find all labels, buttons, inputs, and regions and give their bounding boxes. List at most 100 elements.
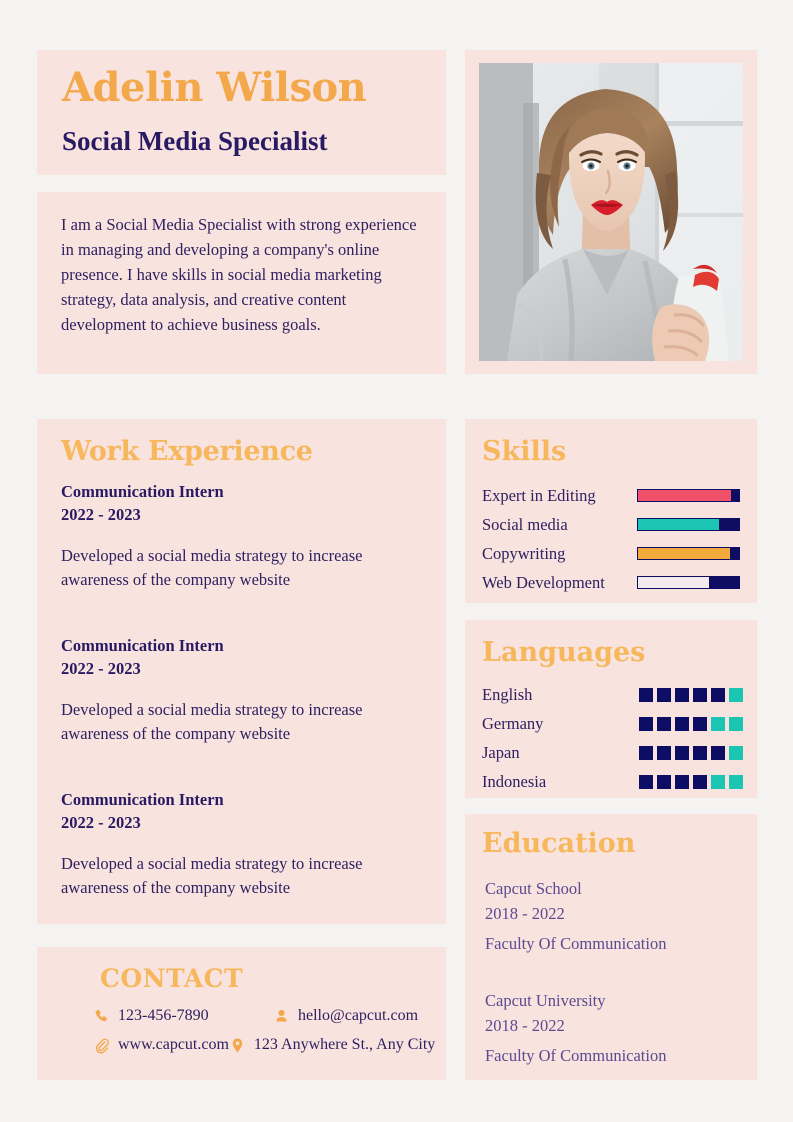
language-dot xyxy=(657,774,671,789)
language-rating xyxy=(639,745,743,760)
job-date: 2022 - 2023 xyxy=(61,505,141,524)
job-description: Developed a social media strategy to inc… xyxy=(61,700,363,743)
language-label: Germany xyxy=(482,713,544,733)
education-date: 2018 - 2022 xyxy=(485,904,565,923)
job-title: Communication Intern xyxy=(61,636,224,655)
contact-phone-text: 123-456-7890 xyxy=(118,1007,209,1024)
language-dot xyxy=(729,745,743,760)
languages-title: Languages xyxy=(482,637,646,668)
language-dot xyxy=(711,745,725,760)
skill-label: Copywriting xyxy=(482,543,566,563)
skill-label: Web Development xyxy=(482,572,605,592)
skill-bar xyxy=(637,576,740,589)
work-experience-item: Communication Intern 2022 - 2023 Develop… xyxy=(61,481,431,592)
skill-bar-fill xyxy=(638,490,731,501)
language-dot xyxy=(729,774,743,789)
skill-bar-fill xyxy=(638,577,709,588)
job-title: Communication Intern xyxy=(61,482,224,501)
contact-item-address[interactable]: 123 Anywhere St., Any City xyxy=(229,1036,435,1054)
language-label: Indonesia xyxy=(482,771,547,791)
language-label: Japan xyxy=(482,742,520,762)
location-pin-icon xyxy=(232,1038,243,1052)
languages-card: Languages English Germany Japan Indonesi… xyxy=(465,620,757,798)
skill-row: Social media xyxy=(482,510,740,539)
language-dot xyxy=(675,687,689,702)
contact-list: 123-456-7890 hello@capcut.com www.capcut… xyxy=(93,1007,435,1065)
work-experience-item: Communication Intern 2022 - 2023 Develop… xyxy=(61,635,431,746)
photo-card xyxy=(465,50,757,374)
skill-label: Expert in Editing xyxy=(482,485,596,505)
education-school: Capcut University xyxy=(485,991,606,1010)
skill-label: Social media xyxy=(482,514,568,534)
language-dot xyxy=(675,774,689,789)
language-dot xyxy=(711,716,725,731)
contact-item-phone[interactable]: 123-456-7890 xyxy=(93,1007,273,1025)
contact-item-website[interactable]: www.capcut.com xyxy=(93,1036,229,1054)
language-row: Indonesia xyxy=(482,767,743,796)
phone-icon xyxy=(95,1009,107,1021)
job-date: 2022 - 2023 xyxy=(61,813,141,832)
education-faculty: Faculty Of Communication xyxy=(485,1046,667,1065)
language-dot xyxy=(657,716,671,731)
contact-title: CONTACT xyxy=(100,964,244,993)
contact-address-text: 123 Anywhere St., Any City xyxy=(253,1036,436,1053)
skill-bar xyxy=(637,547,740,560)
language-row: Germany xyxy=(482,709,743,738)
work-experience-card: Work Experience Communication Intern 202… xyxy=(37,419,446,924)
header-card: Adelin Wilson Social Media Specialist xyxy=(37,50,446,175)
language-dot xyxy=(639,687,653,702)
avatar xyxy=(479,63,743,361)
language-dot xyxy=(639,745,653,760)
language-dot xyxy=(693,745,707,760)
skills-card: Skills Expert in Editing Social media Co… xyxy=(465,419,757,603)
skill-row: Web Development xyxy=(482,568,740,597)
bio-text: I am a Social Media Specialist with stro… xyxy=(61,215,417,334)
page-title: Adelin Wilson xyxy=(62,64,367,111)
job-role-subtitle: Social Media Specialist xyxy=(62,126,328,156)
education-school: Capcut School xyxy=(485,879,582,898)
education-date: 2018 - 2022 xyxy=(485,1016,565,1035)
skill-row: Expert in Editing xyxy=(482,481,740,510)
skills-title: Skills xyxy=(482,436,567,467)
language-dot xyxy=(711,774,725,789)
skill-bar-fill xyxy=(638,519,719,530)
skill-bar xyxy=(637,489,740,502)
contact-card: CONTACT 123-456-7890 hello@capcut.com xyxy=(37,947,446,1080)
education-title: Education xyxy=(482,828,636,859)
language-rating xyxy=(639,687,743,702)
language-row: Japan xyxy=(482,738,743,767)
education-card: Education Capcut School 2018 - 2022 Facu… xyxy=(465,814,757,1080)
skill-bar xyxy=(637,518,740,531)
language-rating xyxy=(639,774,743,789)
language-dot xyxy=(729,687,743,702)
language-rating xyxy=(639,716,743,731)
language-dot xyxy=(711,687,725,702)
education-item: Capcut School 2018 - 2022 Faculty Of Com… xyxy=(485,876,743,956)
language-dot xyxy=(693,774,707,789)
work-experience-title: Work Experience xyxy=(61,436,313,467)
link-icon xyxy=(95,1038,109,1053)
education-list: Capcut School 2018 - 2022 Faculty Of Com… xyxy=(485,876,743,1100)
language-dot xyxy=(657,687,671,702)
language-row: English xyxy=(482,680,743,709)
work-experience-item: Communication Intern 2022 - 2023 Develop… xyxy=(61,789,431,900)
skill-bar-fill xyxy=(638,548,730,559)
language-dot xyxy=(675,745,689,760)
bio-card: I am a Social Media Specialist with stro… xyxy=(37,192,446,374)
education-faculty: Faculty Of Communication xyxy=(485,934,667,953)
language-dot xyxy=(657,745,671,760)
job-date: 2022 - 2023 xyxy=(61,659,141,678)
job-title: Communication Intern xyxy=(61,790,224,809)
language-dot xyxy=(693,716,707,731)
language-dot xyxy=(639,716,653,731)
portrait-photo-icon xyxy=(479,63,743,361)
language-dot xyxy=(675,716,689,731)
contact-item-email[interactable]: hello@capcut.com xyxy=(273,1007,418,1025)
language-label: English xyxy=(482,684,533,704)
education-item: Capcut University 2018 - 2022 Faculty Of… xyxy=(485,988,743,1068)
language-dot xyxy=(639,774,653,789)
language-dot xyxy=(729,716,743,731)
contact-row: www.capcut.com 123 Anywhere St., Any Cit… xyxy=(93,1036,435,1054)
job-description: Developed a social media strategy to inc… xyxy=(61,546,363,589)
